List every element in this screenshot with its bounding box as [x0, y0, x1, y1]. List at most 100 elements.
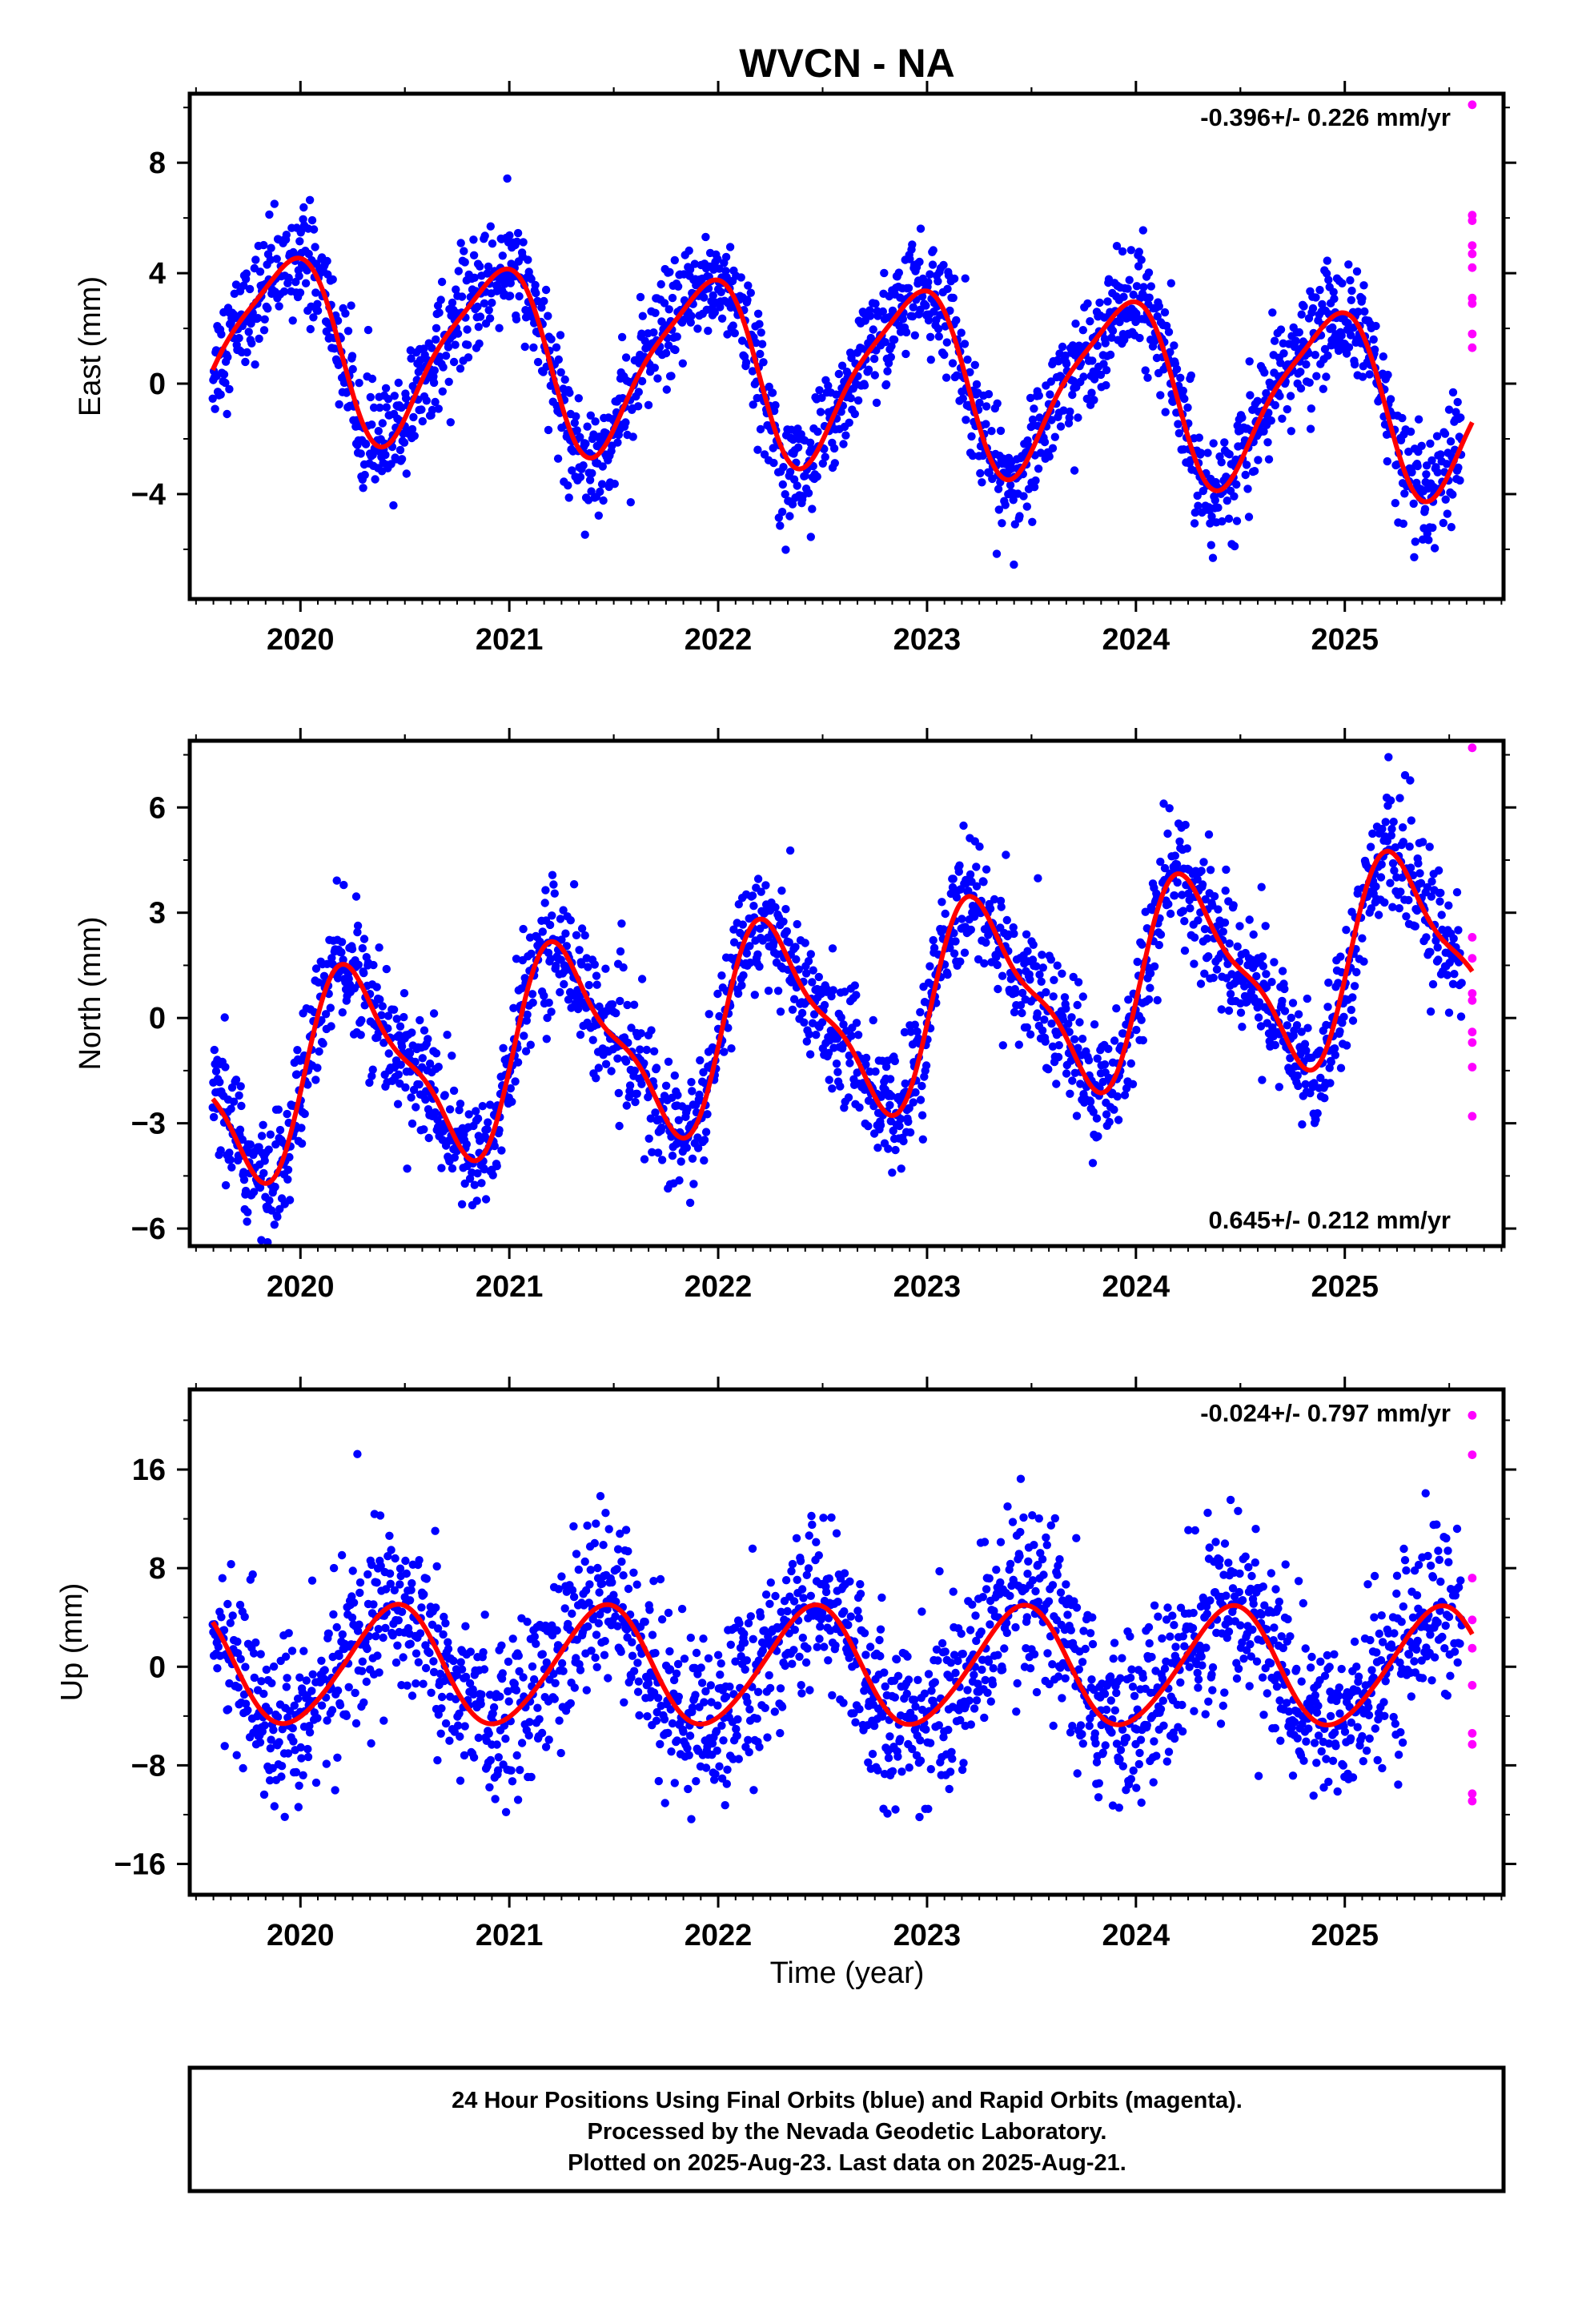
- north-final-point: [1414, 859, 1423, 868]
- north-final-point: [1395, 794, 1404, 802]
- up-final-point: [302, 1676, 311, 1685]
- north-final-point: [1224, 1006, 1234, 1015]
- up-final-point: [257, 1677, 266, 1686]
- east-final-point: [942, 338, 952, 347]
- east-final-point: [813, 472, 821, 481]
- east-final-point: [498, 251, 507, 260]
- north-final-point: [715, 1011, 724, 1021]
- north-final-point: [909, 1098, 917, 1107]
- north-final-point: [297, 1124, 306, 1132]
- north-final-point: [1138, 1035, 1148, 1045]
- up-final-point: [213, 1664, 222, 1673]
- east-final-point: [348, 364, 357, 374]
- up-final-point: [331, 1786, 339, 1795]
- east-final-point: [576, 472, 585, 481]
- east-final-point: [402, 469, 411, 478]
- east-final-point: [594, 511, 603, 520]
- east-final-point: [994, 485, 1003, 493]
- north-final-point: [648, 1148, 656, 1157]
- up-final-point: [469, 1690, 478, 1699]
- north-final-point: [497, 1146, 506, 1155]
- up-final-point: [412, 1679, 420, 1688]
- north-final-point: [293, 1046, 302, 1055]
- north-final-point: [283, 1109, 291, 1119]
- north-final-point: [688, 1087, 697, 1096]
- up-final-point: [599, 1541, 608, 1550]
- east-final-point: [381, 450, 390, 460]
- north-final-point: [420, 1125, 428, 1134]
- north-final-point: [777, 887, 786, 895]
- east-final-point: [1424, 536, 1433, 545]
- up-final-point: [519, 1673, 528, 1682]
- east-final-point: [309, 313, 318, 322]
- east-final-point: [409, 412, 418, 422]
- north-final-point: [1047, 1019, 1056, 1028]
- north-final-point: [367, 1072, 376, 1080]
- east-final-point: [1191, 508, 1200, 517]
- north-final-point: [1223, 959, 1232, 969]
- east-final-point: [381, 384, 391, 392]
- east-final-point: [1305, 378, 1314, 387]
- north-final-point: [761, 881, 770, 890]
- east-final-point: [1078, 326, 1088, 335]
- north-final-point: [1387, 831, 1396, 840]
- north-final-point: [271, 1182, 279, 1192]
- east-final-point: [1193, 491, 1202, 501]
- up-final-point: [399, 1653, 408, 1662]
- north-final-point: [1294, 1081, 1303, 1091]
- up-final-point: [367, 1560, 376, 1570]
- north-final-point: [906, 1027, 916, 1036]
- north-final-point: [613, 1054, 622, 1063]
- north-final-point: [548, 911, 556, 920]
- north-final-point: [814, 972, 823, 982]
- east-final-point: [753, 445, 762, 454]
- north-final-point: [794, 965, 803, 974]
- up-final-point: [591, 1653, 600, 1663]
- east-final-point: [347, 352, 357, 360]
- up-final-point: [456, 1776, 465, 1785]
- north-final-point: [900, 1027, 909, 1037]
- east-final-point: [749, 400, 757, 409]
- north-final-point: [887, 1092, 896, 1100]
- north-final-point: [434, 1063, 443, 1072]
- up-final-point: [504, 1687, 512, 1696]
- north-final-point: [541, 886, 550, 895]
- east-final-point: [1443, 509, 1452, 518]
- north-final-point: [437, 1164, 446, 1172]
- east-final-point: [554, 355, 563, 364]
- north-rapid-point: [1468, 743, 1477, 753]
- up-final-point: [275, 1738, 283, 1747]
- east-final-point: [355, 379, 363, 388]
- east-final-point: [330, 344, 339, 353]
- north-final-point: [1049, 992, 1058, 1001]
- east-final-point: [1186, 371, 1196, 380]
- east-final-point: [665, 267, 674, 276]
- east-final-point: [1108, 326, 1118, 336]
- up-final-point: [609, 1590, 618, 1599]
- east-final-point: [752, 338, 761, 348]
- east-final-point: [1070, 466, 1079, 475]
- up-final-point: [551, 1679, 560, 1687]
- up-final-point: [260, 1721, 269, 1730]
- east-final-point: [1026, 393, 1035, 403]
- north-final-point: [624, 1038, 632, 1047]
- north-final-point: [577, 924, 587, 933]
- north-final-point: [311, 1076, 320, 1084]
- east-final-point: [755, 320, 764, 328]
- up-final-point: [486, 1755, 495, 1765]
- east-final-point: [737, 273, 745, 282]
- north-final-point: [682, 1144, 691, 1152]
- east-final-point: [621, 353, 631, 362]
- north-final-point: [674, 1116, 683, 1125]
- north-final-point: [1286, 1054, 1295, 1063]
- east-final-point: [335, 400, 343, 409]
- north-final-point: [911, 1088, 920, 1097]
- north-final-point: [337, 948, 346, 957]
- up-final-point: [535, 1715, 544, 1723]
- north-final-point: [1078, 992, 1088, 1001]
- north-final-point: [1018, 988, 1027, 998]
- up-final-point: [594, 1618, 603, 1628]
- east-rapid-point: [1468, 263, 1477, 272]
- east-final-point: [460, 247, 468, 255]
